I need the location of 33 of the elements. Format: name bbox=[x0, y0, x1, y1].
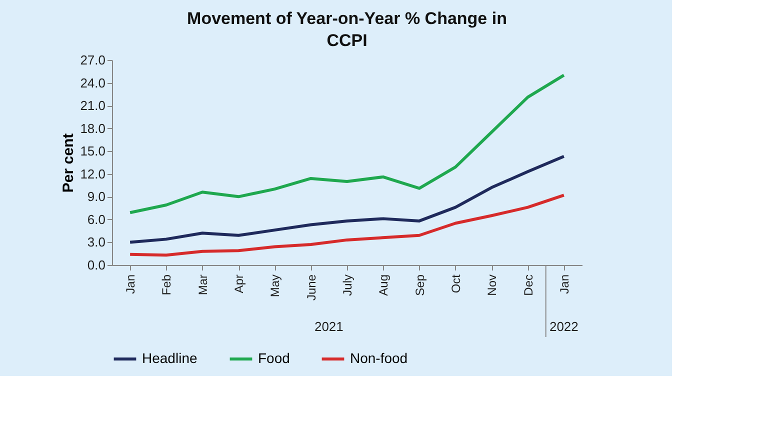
y-tick-label: 24.0 bbox=[80, 75, 106, 90]
x-tick-label: July bbox=[340, 274, 354, 296]
text: 2021 bbox=[314, 319, 344, 334]
x-tick-label: Jan bbox=[124, 274, 138, 294]
x-tick-label: Feb bbox=[160, 274, 174, 296]
y-tick-label: 12.0 bbox=[80, 166, 106, 182]
legend-label: Headline bbox=[142, 350, 198, 366]
y-axis-title: Per cent bbox=[60, 133, 78, 193]
y-tick-label: 6.0 bbox=[87, 212, 106, 227]
line-series bbox=[128, 194, 566, 257]
legend-label: Non-food bbox=[350, 350, 408, 366]
x-tick-label: Oct bbox=[448, 274, 463, 294]
x-tick-label: Aug bbox=[376, 274, 391, 296]
x-tick-label: Jan bbox=[557, 274, 572, 294]
x-tick-label: Apr bbox=[232, 274, 246, 294]
line-series bbox=[128, 74, 566, 214]
y-tick-label: 0.0 bbox=[87, 258, 106, 272]
y-tick-label: 9.0 bbox=[87, 189, 106, 204]
legend-label: Food bbox=[258, 350, 290, 366]
y-tick-label: 21.0 bbox=[80, 98, 106, 114]
x-tick-label: Dec bbox=[521, 274, 536, 296]
x-tick-label: June bbox=[304, 274, 318, 301]
x-tick-label: Mar bbox=[196, 274, 210, 296]
chart-title: Movement of Year-on-Year % Change in CCPI bbox=[187, 9, 507, 50]
x-tick-label: May bbox=[268, 274, 282, 298]
text: 2022 bbox=[549, 319, 578, 334]
y-tick-label: 15.0 bbox=[80, 144, 106, 159]
x-tick-label: Nov bbox=[485, 274, 500, 296]
line-series bbox=[128, 154, 566, 244]
y-tick-label: 27.0 bbox=[80, 52, 106, 68]
y-tick-label: 18.0 bbox=[80, 120, 106, 136]
x-tick-label: Sep bbox=[412, 274, 427, 296]
y-tick-label: 3.0 bbox=[87, 234, 106, 250]
